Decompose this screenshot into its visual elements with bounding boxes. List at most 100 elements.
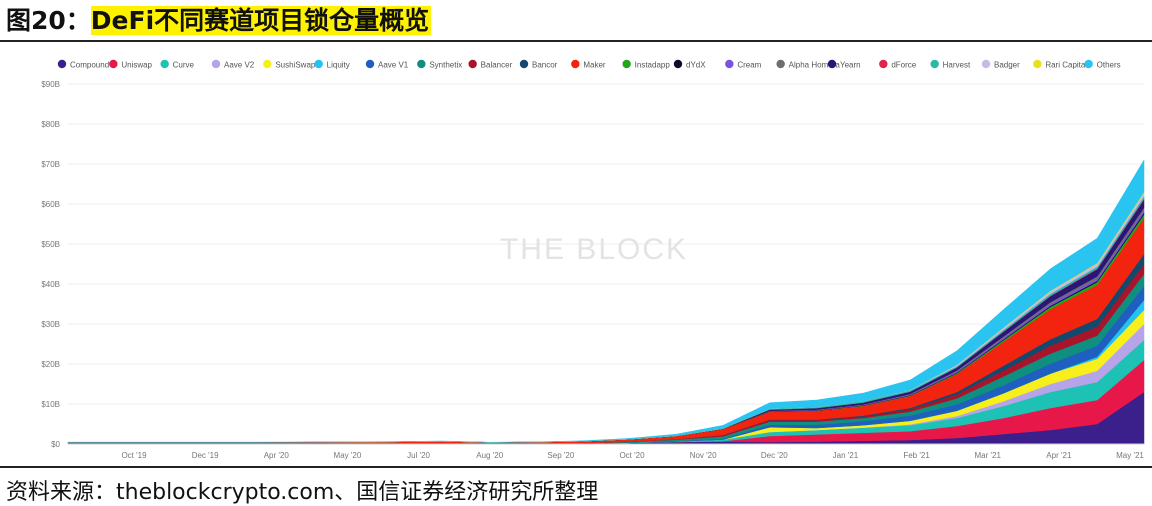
chart-areas	[67, 159, 1145, 445]
legend-swatch-curve	[160, 59, 169, 69]
x-tick-label-6: Sep '20	[547, 451, 574, 460]
figure-title-main: DeFi不同赛道项目锁仓量概览	[90, 6, 432, 35]
legend-item-maker[interactable]: Maker	[571, 59, 606, 70]
y-tick-label-1: $10B	[41, 400, 60, 409]
legend-label-curve: Curve	[173, 61, 195, 70]
stacked-area-chart: Compound Uniswap Curve Aave V2 SushiSwap Liqu…	[40, 44, 1152, 464]
x-tick-label-14: May '21	[1116, 451, 1144, 460]
legend-swatch-balancer	[468, 59, 477, 69]
y-tick-label-8: $80B	[41, 120, 60, 129]
y-tick-label-6: $60B	[41, 200, 60, 209]
x-tick-label-8: Nov '20	[690, 451, 717, 460]
legend-label-others: Others	[1097, 61, 1121, 70]
legend-item-harvest[interactable]: Harvest	[930, 59, 971, 70]
legend-swatch-liquity	[314, 59, 323, 69]
x-tick-label-10: Jan '21	[833, 451, 859, 460]
legend-item-dforce[interactable]: dForce	[879, 59, 917, 70]
x-tick-label-5: Aug '20	[476, 451, 503, 460]
legend-item-aave-v1[interactable]: Aave V1	[365, 59, 409, 70]
y-tick-label-2: $20B	[41, 360, 60, 369]
legend-swatch-others	[1084, 59, 1093, 69]
x-tick-label-7: Oct '20	[619, 451, 645, 460]
legend-item-aave-v2[interactable]: Aave V2	[211, 59, 255, 70]
legend-label-aave-v1: Aave V1	[378, 61, 409, 70]
figure-title: 图20：DeFi不同赛道项目锁仓量概览	[6, 4, 432, 38]
y-tick-label-3: $30B	[41, 320, 60, 329]
x-tick-label-12: Mar '21	[974, 451, 1001, 460]
legend-item-rari-capital[interactable]: Rari Capital	[1033, 59, 1087, 70]
legend-item-yearn[interactable]: Yearn	[827, 59, 861, 70]
legend-swatch-compound	[57, 59, 67, 69]
legend-label-yearn: Yearn	[840, 61, 861, 70]
legend-swatch-dydx	[673, 59, 683, 69]
legend-swatch-yearn	[827, 59, 837, 69]
y-axis: $0 $10B $20B $30B $40B $50B $60B $70B $80B $90B	[41, 80, 60, 449]
legend-label-instadapp: Instadapp	[635, 61, 671, 70]
x-tick-label-13: Apr '21	[1046, 451, 1072, 460]
legend-swatch-bancor	[519, 59, 529, 69]
legend-swatch-dforce	[879, 59, 888, 69]
y-tick-label-7: $70B	[41, 160, 60, 169]
legend-item-dydx[interactable]: dYdX	[673, 59, 706, 70]
legend-swatch-maker	[571, 59, 580, 69]
x-tick-label-9: Dec '20	[761, 451, 788, 460]
legend-label-uniswap: Uniswap	[121, 61, 152, 70]
legend-item-synthetix[interactable]: Synthetix	[417, 59, 462, 70]
figure-title-prefix: 图20：	[6, 6, 91, 35]
x-tick-label-4: Jul '20	[407, 451, 430, 460]
legend-swatch-alpha-homora	[776, 59, 785, 69]
legend-label-sushiswap: SushiSwap	[275, 61, 316, 70]
legend-label-compound: Compound	[70, 61, 109, 70]
legend-swatch-harvest	[930, 59, 939, 69]
chart-canvas: Compound Uniswap Curve Aave V2 SushiSwap Liqu…	[41, 59, 1145, 460]
source-note: 资料来源：theblockcrypto.com、国信证券经济研究所整理	[6, 480, 599, 505]
legend-item-alpha-homora[interactable]: Alpha Homora	[776, 59, 841, 70]
legend-item-sushiswap[interactable]: SushiSwap	[263, 59, 316, 70]
chart-watermark: THE BLOCK	[500, 233, 688, 266]
legend-label-rari-capital: Rari Capital	[1045, 61, 1087, 70]
legend-swatch-aave-v1	[365, 59, 375, 69]
legend-label-maker: Maker	[583, 61, 606, 70]
legend-label-alpha-homora: Alpha Homora	[789, 61, 841, 70]
legend-label-bancor: Bancor	[532, 61, 558, 70]
legend-item-others[interactable]: Others	[1084, 59, 1121, 70]
y-tick-label-4: $40B	[41, 280, 60, 289]
legend-swatch-uniswap	[109, 59, 118, 69]
legend-item-bancor[interactable]: Bancor	[519, 59, 558, 70]
y-tick-label-5: $50B	[41, 240, 60, 249]
legend-swatch-sushiswap	[263, 59, 272, 69]
legend-item-uniswap[interactable]: Uniswap	[109, 59, 153, 70]
legend-label-dforce: dForce	[891, 61, 916, 70]
legend-item-cream[interactable]: Cream	[725, 59, 762, 70]
legend-label-aave-v2: Aave V2	[224, 61, 255, 70]
legend-label-harvest: Harvest	[943, 61, 971, 70]
x-axis: Oct '19 Dec '19 Apr '20 May '20 Jul '20 Aug '…	[68, 443, 1144, 460]
legend-label-balancer: Balancer	[481, 61, 513, 70]
y-tick-label-0: $0	[51, 440, 60, 449]
legend-swatch-aave-v2	[211, 59, 221, 69]
legend-label-dydx: dYdX	[686, 61, 706, 70]
legend-label-cream: Cream	[737, 61, 761, 70]
area-series-others	[67, 159, 1145, 443]
legend-label-liquity: Liquity	[327, 61, 350, 70]
legend-label-synthetix: Synthetix	[429, 61, 462, 70]
source-divider	[0, 466, 1152, 468]
x-tick-label-11: Feb '21	[903, 451, 930, 460]
legend-swatch-cream	[725, 59, 734, 69]
chart-legend: Compound Uniswap Curve Aave V2 SushiSwap Liqu…	[57, 59, 1121, 70]
y-tick-label-9: $90B	[41, 80, 60, 89]
legend-swatch-synthetix	[417, 59, 426, 69]
x-tick-label-3: May '20	[334, 451, 362, 460]
legend-label-badger: Badger	[994, 61, 1020, 70]
x-tick-label-2: Apr '20	[264, 451, 290, 460]
legend-item-compound[interactable]: Compound	[57, 59, 109, 70]
legend-swatch-instadapp	[622, 59, 631, 69]
legend-item-liquity[interactable]: Liquity	[314, 59, 350, 70]
legend-swatch-badger	[981, 59, 991, 69]
legend-item-curve[interactable]: Curve	[160, 59, 195, 70]
legend-item-badger[interactable]: Badger	[981, 59, 1020, 70]
legend-item-balancer[interactable]: Balancer	[468, 59, 513, 70]
legend-item-instadapp[interactable]: Instadapp	[622, 59, 671, 70]
x-tick-label-1: Dec '19	[192, 451, 219, 460]
title-divider	[0, 40, 1152, 42]
